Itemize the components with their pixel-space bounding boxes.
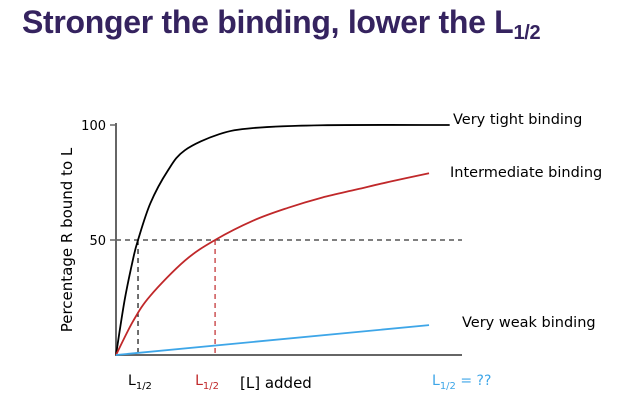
y-axis-label: Percentage R bound to L: [58, 147, 76, 332]
l-half-label-weak: L1/2 = ??: [432, 373, 491, 392]
series-line-0: [115, 124, 450, 356]
series-label-0: Very tight binding: [453, 112, 582, 128]
title-text: Stronger the binding, lower the L: [22, 4, 514, 40]
x-axis-label: [L] added: [240, 374, 312, 392]
series-line-1: [115, 172, 430, 356]
series-label-2: Very weak binding: [462, 315, 596, 331]
series-label-1: Intermediate binding: [450, 165, 602, 181]
y-tick-label-100: 100: [81, 119, 106, 134]
y-tick-label-50: 50: [89, 234, 106, 249]
l-half-label-tight: L1/2: [128, 373, 152, 392]
series-line-2: [115, 324, 430, 356]
slide-title: Stronger the binding, lower the L1/2: [22, 4, 541, 45]
title-subscript: 1/2: [513, 22, 541, 44]
l-half-label-intermediate: L1/2: [195, 373, 219, 392]
